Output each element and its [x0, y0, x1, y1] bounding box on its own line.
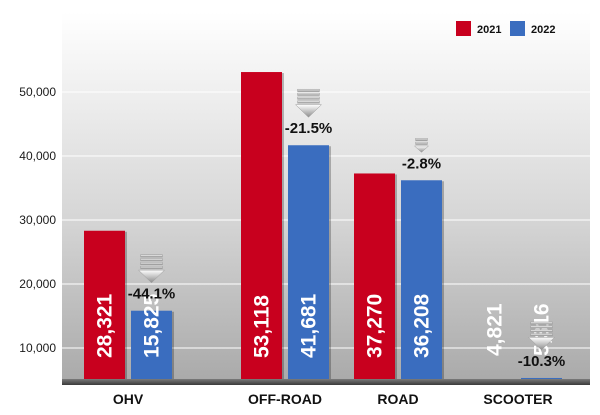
down-arrow-icon	[294, 88, 323, 118]
down-arrow-icon	[527, 321, 556, 351]
change-label: -21.5%	[285, 120, 333, 137]
legend-swatch-2021	[456, 21, 471, 36]
bar-value-label: 53,118	[251, 295, 274, 358]
y-axis: 10,000 20,000 30,000 40,000 50,000	[19, 85, 56, 355]
bar-value-label: 4,821	[484, 303, 507, 356]
bar-ohv-2022	[131, 310, 172, 380]
y-tick-label: 10,000	[19, 341, 56, 355]
change-label: -2.8%	[402, 155, 441, 172]
category-label: ROAD	[377, 391, 418, 407]
change-label: -10.3%	[518, 353, 566, 370]
bars: 28,321 15,825-44.1% 53,118 41,681 -21.5% 37,2…	[84, 72, 565, 381]
bar-ohv-2021	[84, 230, 125, 380]
legend-label-2021: 2021	[477, 24, 501, 36]
chart-floor	[62, 379, 590, 385]
down-arrow-icon	[137, 254, 166, 284]
legend-swatch-2022	[510, 21, 525, 36]
bar-value-label: 28,321	[94, 293, 117, 358]
bar-scooter-2022	[521, 377, 562, 380]
change-label: -44.1%	[128, 286, 176, 303]
category-label: OFF-ROAD	[248, 391, 322, 407]
category-label: SCOOTER	[483, 391, 552, 407]
bar-off-road-2021	[241, 72, 282, 380]
category-labels: OHV OFF-ROAD ROAD SCOOTER	[113, 391, 553, 407]
down-arrow-icon	[413, 138, 430, 153]
legend-label-2022: 2022	[531, 24, 555, 36]
bar-value-label: 36,208	[411, 293, 434, 358]
y-tick-label: 50,000	[19, 85, 56, 99]
legend: 2021 2022	[456, 21, 555, 36]
bar-off-road-2022	[288, 145, 329, 380]
category-label: OHV	[113, 391, 144, 407]
bar-value-label: 15,825	[141, 293, 164, 358]
y-tick-label: 40,000	[19, 149, 56, 163]
y-tick-label: 30,000	[19, 213, 56, 227]
bar-value-label: 41,681	[298, 293, 321, 358]
bar-value-label: 37,270	[364, 294, 387, 358]
bar-road-2022	[401, 180, 442, 380]
y-tick-label: 20,000	[19, 277, 56, 291]
bar-road-2021	[354, 173, 395, 380]
